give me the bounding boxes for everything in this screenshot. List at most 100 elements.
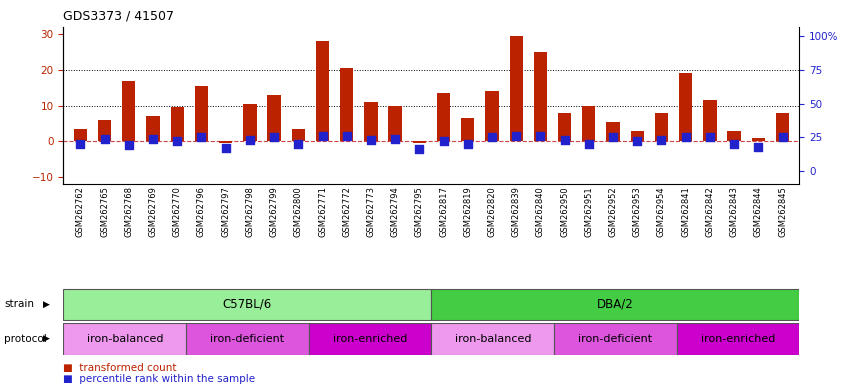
Text: GSM262770: GSM262770 (173, 186, 182, 237)
Point (292, 141, 305, 147)
Bar (186, 323, 309, 354)
Text: GSM262773: GSM262773 (366, 186, 376, 237)
Bar (677, 323, 799, 354)
Text: GSM262771: GSM262771 (318, 186, 327, 237)
Text: GSM262819: GSM262819 (464, 186, 472, 237)
Bar (63, 289, 431, 320)
Bar (243, 104, 256, 141)
Point (195, 134, 208, 140)
Bar (171, 108, 184, 141)
Text: GSM262842: GSM262842 (706, 186, 714, 237)
Bar (655, 113, 668, 141)
Point (655, 137, 668, 143)
Text: C57BL/6: C57BL/6 (222, 298, 272, 311)
Point (340, 133, 354, 139)
Text: ▶: ▶ (43, 334, 50, 343)
Point (630, 138, 644, 144)
Text: GSM262768: GSM262768 (124, 186, 134, 237)
Bar (267, 95, 281, 141)
Point (146, 136, 160, 142)
Point (219, 145, 233, 151)
Bar (316, 41, 329, 141)
Bar (703, 100, 717, 141)
Text: iron-balanced: iron-balanced (86, 334, 163, 344)
Text: GSM262840: GSM262840 (536, 186, 545, 237)
Text: GSM262798: GSM262798 (245, 186, 255, 237)
Bar (309, 323, 431, 354)
Text: GSM262951: GSM262951 (585, 186, 593, 237)
Bar (509, 36, 523, 141)
Point (582, 141, 596, 147)
Bar (195, 86, 208, 141)
Bar (146, 116, 160, 141)
Bar (554, 323, 677, 354)
Point (364, 137, 377, 143)
Bar (751, 138, 765, 141)
Bar (431, 323, 554, 354)
Text: GSM262839: GSM262839 (512, 186, 520, 237)
Bar (365, 102, 377, 141)
Point (171, 138, 184, 144)
Text: ■  percentile rank within the sample: ■ percentile rank within the sample (63, 374, 255, 384)
Bar (607, 122, 620, 141)
Text: DBA/2: DBA/2 (597, 298, 634, 311)
Text: protocol: protocol (4, 334, 47, 344)
Point (728, 141, 741, 147)
Point (678, 134, 692, 140)
Point (437, 138, 450, 144)
Text: GSM262765: GSM262765 (100, 186, 109, 237)
Bar (98, 120, 112, 141)
Point (486, 134, 499, 140)
Bar (340, 68, 354, 141)
Text: GSM262762: GSM262762 (76, 186, 85, 237)
Text: GSM262950: GSM262950 (560, 186, 569, 237)
Point (98, 136, 112, 142)
Point (751, 144, 765, 150)
Text: GSM262800: GSM262800 (294, 186, 303, 237)
Bar (630, 131, 644, 141)
Point (703, 134, 717, 140)
Bar (74, 129, 87, 141)
Bar (776, 113, 789, 141)
Text: GSM262843: GSM262843 (729, 186, 739, 237)
Point (388, 136, 402, 142)
Point (74, 141, 87, 147)
Text: ▶: ▶ (43, 300, 50, 309)
Text: GSM262797: GSM262797 (221, 186, 230, 237)
Text: GSM262796: GSM262796 (197, 186, 206, 237)
Bar (728, 131, 741, 141)
Text: GSM262954: GSM262954 (657, 186, 666, 237)
Point (267, 134, 281, 140)
Text: GSM262795: GSM262795 (415, 186, 424, 237)
Text: ■  transformed count: ■ transformed count (63, 363, 177, 373)
Text: GSM262817: GSM262817 (439, 186, 448, 237)
Point (509, 133, 523, 139)
Text: iron-deficient: iron-deficient (211, 334, 284, 344)
Point (413, 146, 426, 152)
Bar (388, 106, 402, 141)
Point (534, 133, 547, 139)
Bar (413, 141, 426, 143)
Bar (582, 106, 596, 141)
Text: GSM262769: GSM262769 (149, 186, 157, 237)
Text: strain: strain (4, 299, 34, 310)
Bar (292, 129, 305, 141)
Bar (558, 113, 571, 141)
Bar (437, 93, 450, 141)
Bar (63, 323, 186, 354)
Text: GSM262845: GSM262845 (778, 186, 787, 237)
Text: GSM262844: GSM262844 (754, 186, 763, 237)
Text: GDS3373 / 41507: GDS3373 / 41507 (63, 10, 174, 23)
Text: GSM262820: GSM262820 (487, 186, 497, 237)
Text: iron-enriched: iron-enriched (701, 334, 775, 344)
Text: iron-enriched: iron-enriched (333, 334, 407, 344)
Text: GSM262799: GSM262799 (270, 186, 278, 237)
Bar (486, 91, 498, 141)
Bar (219, 141, 233, 143)
Text: iron-balanced: iron-balanced (454, 334, 531, 344)
Bar (679, 73, 692, 141)
Bar (461, 118, 475, 141)
Text: GSM262953: GSM262953 (633, 186, 642, 237)
Point (558, 137, 571, 143)
Point (607, 134, 620, 140)
